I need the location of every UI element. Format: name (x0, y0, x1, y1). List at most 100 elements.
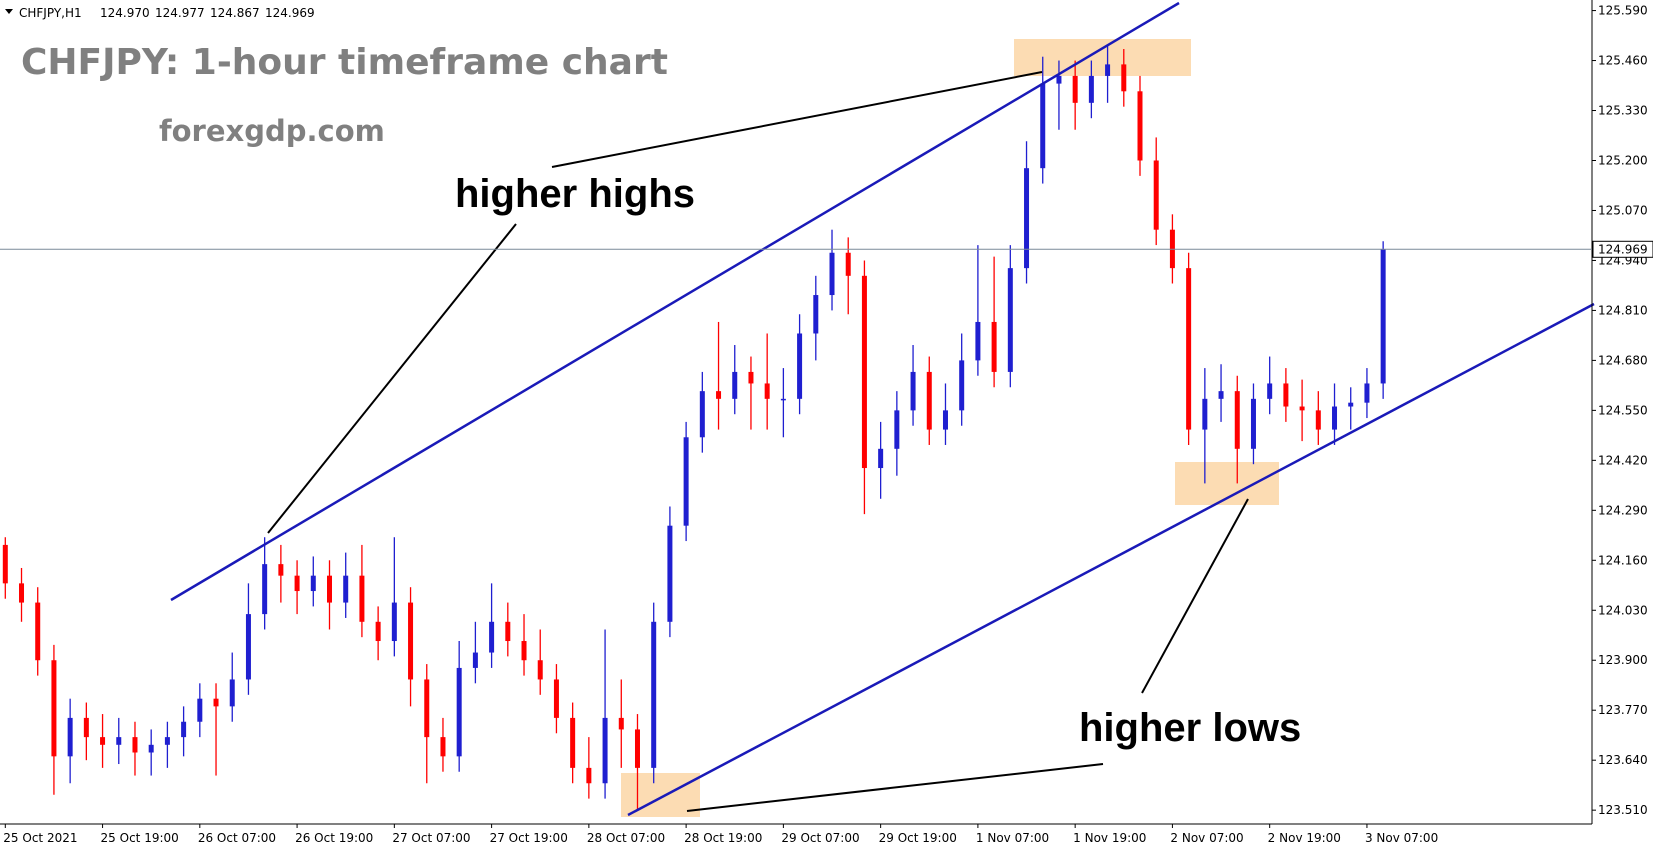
candle-body (618, 717, 624, 730)
candle-body (1348, 402, 1354, 407)
chart-subtitle: forexgdp.com (159, 114, 385, 148)
candle-body (408, 602, 414, 680)
candle-body (748, 371, 754, 384)
candle-body (780, 398, 786, 401)
candle-body (553, 679, 559, 718)
candle-body (586, 767, 592, 784)
candle-body (424, 679, 430, 738)
candle-body (310, 575, 316, 592)
x-tick-label: 28 Oct 19:00 (684, 831, 762, 845)
x-tick-label: 29 Oct 19:00 (879, 831, 957, 845)
trend-lines (170, 1, 1595, 817)
candle-body (472, 652, 478, 668)
y-tick-label: 124.680 (1598, 353, 1648, 367)
annotation: higher lows (1079, 706, 1301, 750)
x-tick-label: 1 Nov 07:00 (976, 831, 1049, 845)
candle-body (764, 383, 770, 399)
candle-body (262, 564, 268, 615)
x-tick-label: 2 Nov 19:00 (1268, 831, 1341, 845)
y-tick-label: 124.810 (1598, 303, 1648, 317)
candle-body (861, 275, 867, 469)
candle-body (2, 544, 8, 584)
candle-body (1315, 410, 1321, 430)
annotation: higher highs (455, 172, 695, 216)
candles (2, 45, 1386, 811)
candle-body (570, 717, 576, 768)
candle-body (197, 698, 203, 722)
candle-body (975, 321, 981, 361)
pointer-line (686, 763, 1104, 812)
candle-body (440, 737, 446, 757)
chart-title: CHFJPY: 1-hour timeframe chart (21, 42, 668, 83)
current-price-label: 124.969 (1598, 242, 1648, 256)
candle-body (164, 737, 170, 745)
candle-body (894, 410, 900, 449)
candle-body (910, 371, 916, 411)
candle-body (959, 360, 965, 411)
candle-body (1121, 64, 1127, 92)
candle-body (1024, 168, 1030, 269)
candle-body (505, 621, 511, 642)
candle-body (1299, 406, 1305, 411)
y-tick-label: 123.900 (1598, 653, 1648, 667)
candle-body (1186, 268, 1192, 430)
candle-body (942, 410, 948, 430)
x-tick-label: 25 Oct 2021 (3, 831, 77, 845)
candle-body (1234, 391, 1240, 449)
y-tick-label: 125.070 (1598, 203, 1648, 217)
candle-body (1267, 383, 1273, 399)
pointer-line (1141, 498, 1249, 694)
x-tick-label: 3 Nov 07:00 (1365, 831, 1438, 845)
candle-body (1072, 75, 1078, 103)
x-tick-label: 25 Oct 19:00 (101, 831, 179, 845)
candle-body (1088, 75, 1094, 103)
header-value: 124.977 (155, 6, 205, 20)
header-value: 124.969 (265, 6, 315, 20)
header-value: 124.970 (100, 6, 150, 20)
candle-body (1283, 383, 1289, 407)
pointer-line (551, 71, 1043, 168)
candle-body (1105, 64, 1111, 76)
candle-body (1137, 91, 1143, 161)
candle-body (537, 660, 543, 680)
lower-trend-line (627, 302, 1595, 817)
y-tick-label: 124.550 (1598, 403, 1648, 417)
candle-body (213, 698, 219, 707)
highlight-box (621, 773, 700, 817)
y-tick-label: 124.290 (1598, 503, 1648, 517)
x-tick-label: 26 Oct 07:00 (198, 831, 276, 845)
candle-body (489, 621, 495, 653)
y-tick-label: 125.460 (1598, 54, 1648, 68)
x-tick-label: 27 Oct 19:00 (490, 831, 568, 845)
candle-body (1040, 83, 1046, 169)
candle-body (456, 667, 462, 757)
candle-body (797, 333, 803, 399)
candle-body (1364, 383, 1370, 403)
y-tick-label: 123.640 (1598, 753, 1648, 767)
x-tick-label: 26 Oct 19:00 (295, 831, 373, 845)
candle-body (116, 737, 122, 745)
header-symbol: CHFJPY,H1 (19, 6, 82, 20)
candle-body (602, 717, 608, 784)
x-tick-label: 2 Nov 07:00 (1170, 831, 1243, 845)
y-tick-label: 123.770 (1598, 703, 1648, 717)
candle-body (19, 583, 25, 603)
x-tick-label: 1 Nov 19:00 (1073, 831, 1146, 845)
candle-body (878, 448, 884, 469)
y-tick-label: 124.030 (1598, 603, 1648, 617)
candle-body (667, 525, 673, 622)
candle-body (35, 602, 41, 661)
candle-body (1332, 406, 1338, 430)
candle-body (67, 717, 73, 757)
candle-body (1056, 75, 1062, 84)
candle-body (51, 660, 57, 757)
upper-trend-line (170, 1, 1180, 602)
x-tick-label: 29 Oct 07:00 (781, 831, 859, 845)
candle-body (1202, 398, 1208, 430)
candle-body (278, 564, 284, 576)
candle-body (359, 575, 365, 622)
candle-body (716, 391, 722, 399)
